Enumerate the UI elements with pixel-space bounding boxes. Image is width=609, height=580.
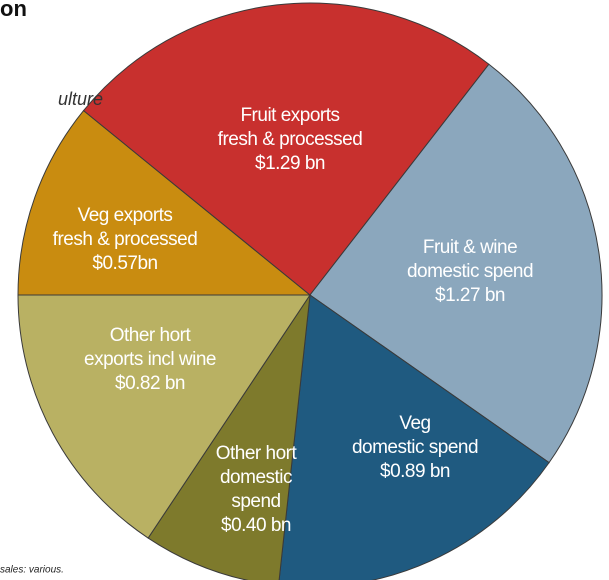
slice-label: fresh & processed: [53, 229, 198, 250]
chart-title: on: [0, 0, 27, 21]
slice-label: Veg: [399, 413, 430, 434]
slice-label: exports incl wine: [84, 349, 216, 370]
slice-label: Veg exports: [78, 205, 173, 226]
pie-slice: [147, 294, 311, 580]
slice-label: Other hort: [216, 443, 298, 464]
slice-label: domestic spend: [352, 437, 478, 458]
pie: [17, 2, 603, 580]
value-label: $0.82 bn: [115, 373, 185, 394]
slice-label: Other hort: [110, 325, 192, 346]
chart-subtitle: ulture: [58, 89, 103, 109]
source-note: sales: various.: [0, 565, 64, 576]
value-label: $0.57bn: [92, 253, 157, 274]
value-label: $1.27 bn: [435, 285, 505, 306]
value-label: $1.29 bn: [255, 153, 325, 174]
slice-label: domestic spend: [407, 261, 533, 282]
pie-slice: [309, 63, 603, 464]
slice-label: Fruit & wine: [423, 237, 517, 258]
value-label: $0.89 bn: [380, 461, 450, 482]
slice-label: fresh & processed: [218, 129, 363, 150]
slice-label: domestic: [220, 467, 292, 488]
pie-slice: [278, 294, 550, 580]
pie-slice: [82, 2, 490, 296]
pie-slice: [17, 294, 311, 539]
slice-label: spend: [231, 491, 280, 512]
pie-slice: [17, 109, 312, 296]
slice-label: Fruit exports: [240, 105, 339, 126]
value-label: $0.40 bn: [221, 515, 291, 536]
